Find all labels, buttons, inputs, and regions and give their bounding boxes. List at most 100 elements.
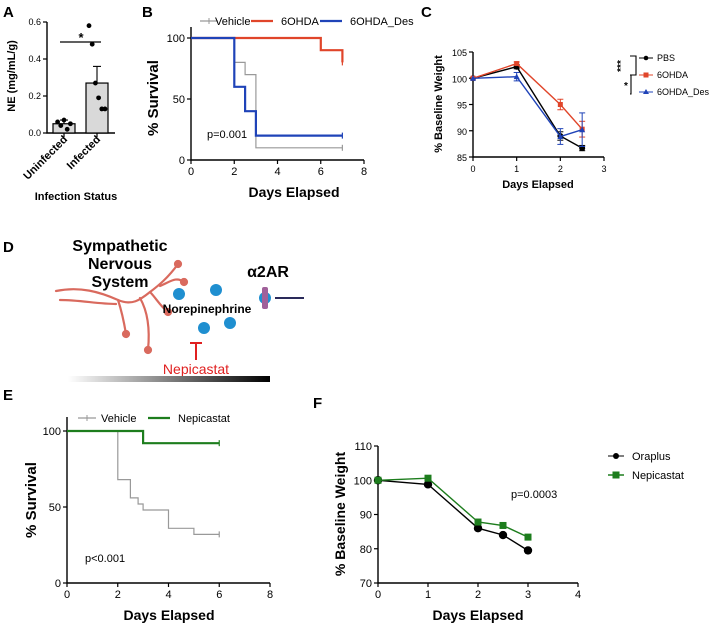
data-point-nepicastat — [374, 476, 382, 484]
x-tick-label: 1 — [514, 164, 519, 174]
x-tick-label: Infected — [65, 134, 103, 172]
receptor-shape — [262, 287, 268, 309]
molecule-dot — [210, 284, 222, 296]
x-tick-label: 3 — [601, 164, 606, 174]
series-line-6ohda — [472, 62, 583, 130]
y-tick-label: 0.6 — [28, 17, 41, 27]
ylabel-b: % Survival — [145, 60, 162, 136]
nerve-branch-3 — [116, 298, 128, 336]
legend-label-vehicle-e: Vehicle — [101, 413, 136, 425]
diagram-nervous-system-line1: Sympathetic — [72, 238, 167, 255]
legend-f: Oraplus Nepicastat — [608, 451, 684, 482]
y-tick-label: 0.2 — [28, 91, 41, 101]
legend-label-oraplus: Oraplus — [632, 451, 671, 463]
panel-label-c: C — [421, 4, 432, 21]
annotation-b: p=0.001 — [207, 129, 247, 141]
ylabel-e: % Survival — [23, 462, 40, 538]
nerve-branch-4 — [138, 296, 150, 352]
legend-label-nepicastat-e: Nepicastat — [178, 413, 230, 425]
legend-label-6ohda-des-c: 6OHDA_Des — [657, 87, 710, 97]
xlabel-b: Days Elapsed — [248, 184, 339, 200]
data-point — [61, 117, 67, 123]
data-point-nepicastat — [474, 518, 482, 526]
annotation-e: p<0.001 — [85, 553, 125, 565]
ylabel-f: % Baseline Weight — [332, 452, 348, 577]
series-line-vehicle — [67, 430, 220, 535]
y-tick-label: 100 — [452, 74, 467, 84]
panel-b-survival-chart: 0 2 4 6 8 0 50 100 % Survival Days Elapsed p=0.… — [145, 16, 414, 200]
data-point-6ohda-des — [557, 133, 564, 140]
data-point — [93, 80, 98, 86]
series-line-nepicastat — [67, 429, 220, 445]
legend-marker-nepicastat-f — [612, 471, 620, 479]
nerve-illustration — [54, 259, 189, 355]
data-point-6ohda — [514, 61, 520, 67]
data-point — [96, 95, 101, 101]
legend-marker-oraplus — [613, 453, 619, 459]
series-line-6ohda — [191, 36, 344, 63]
axis-c — [472, 52, 604, 158]
x-tick-label: 1 — [425, 589, 431, 601]
x-tick-label: 0 — [64, 589, 70, 601]
data-point — [55, 119, 60, 125]
x-tick-label: 0 — [470, 164, 475, 174]
legend-c: PBS 6OHDA 6OHDA_Des — [639, 53, 710, 97]
series-line-6ohda-des — [472, 75, 583, 138]
legend-label-6ohda: 6OHDA — [281, 16, 320, 28]
series-line-oraplus — [377, 479, 529, 552]
legend-marker-6ohda-c — [643, 72, 649, 78]
x-tick-label: 2 — [475, 589, 481, 601]
data-point-nepicastat — [424, 474, 432, 482]
series-line-pbs — [472, 65, 583, 149]
panel-c-weight-chart: 0 1 2 3 85 90 95 100 105 % Baseline Weight Days … — [433, 48, 710, 191]
significance-c-1: *** — [616, 60, 627, 72]
x-tick-label: 3 — [525, 589, 531, 601]
data-point — [86, 23, 92, 29]
data-point-oraplus — [523, 546, 533, 555]
significance-c-2: * — [624, 81, 628, 92]
data-point-nepicastat — [524, 533, 532, 541]
y-tick-label: 0.4 — [28, 54, 41, 64]
x-tick-label: Uninfected — [21, 134, 70, 183]
molecule-dot — [224, 317, 236, 329]
data-point-6ohda-des — [579, 126, 586, 133]
legend-label-6ohda-des: 6OHDA_Des — [350, 16, 414, 28]
y-tick-label: 50 — [173, 94, 185, 106]
series-line-6ohda-des — [191, 36, 343, 137]
legend-label-vehicle: Vehicle — [215, 16, 250, 28]
nerve-terminal-5 — [179, 277, 189, 287]
data-point-6ohda — [557, 102, 563, 107]
y-tick-label: 90 — [457, 127, 467, 137]
panel-d-diagram: Sympathetic Nervous System Norepinephrin… — [54, 238, 304, 382]
y-tick-label: 105 — [452, 48, 467, 58]
y-tick-label: 110 — [354, 441, 372, 453]
data-point-6ohda-des — [470, 75, 476, 81]
nerve-terminal-4 — [143, 345, 153, 355]
x-tick-label: 2 — [231, 166, 237, 178]
bracket-c-outer — [630, 55, 637, 76]
significance-a: * — [78, 30, 84, 45]
data-point — [58, 123, 64, 128]
x-tick-label: 4 — [575, 589, 581, 601]
diagram-inhibitor-label: Nepicastat — [163, 361, 229, 377]
diagram-receptor-label: α2AR — [247, 264, 289, 281]
data-point-nepicastat — [499, 521, 507, 529]
panel-label-f: F — [313, 395, 322, 412]
legend-label-nepicastat-f: Nepicastat — [632, 470, 684, 482]
legend-marker-pbs — [643, 55, 649, 61]
x-tick-label: 6 — [318, 166, 324, 178]
y-tick-label: 100 — [354, 475, 372, 487]
ylabel-c: % Baseline Weight — [433, 55, 445, 153]
y-tick-label: 0.0 — [28, 128, 41, 138]
data-point — [64, 126, 70, 132]
diagram-nervous-system-line3: System — [92, 274, 149, 291]
legend-b: Vehicle 6OHDA 6OHDA_Des — [200, 16, 414, 28]
x-tick-label: 0 — [188, 166, 194, 178]
x-tick-label: 8 — [267, 589, 273, 601]
y-tick-label: 50 — [49, 502, 61, 514]
xlabel-a: Infection Status — [35, 191, 118, 203]
xlabel-f: Days Elapsed — [432, 607, 523, 623]
x-tick-label: 6 — [216, 589, 222, 601]
data-point-oraplus — [498, 530, 508, 540]
panel-e-survival-chart: 0 2 4 6 8 0 50 100 % Survival Days Elapsed p<0.… — [23, 413, 273, 623]
